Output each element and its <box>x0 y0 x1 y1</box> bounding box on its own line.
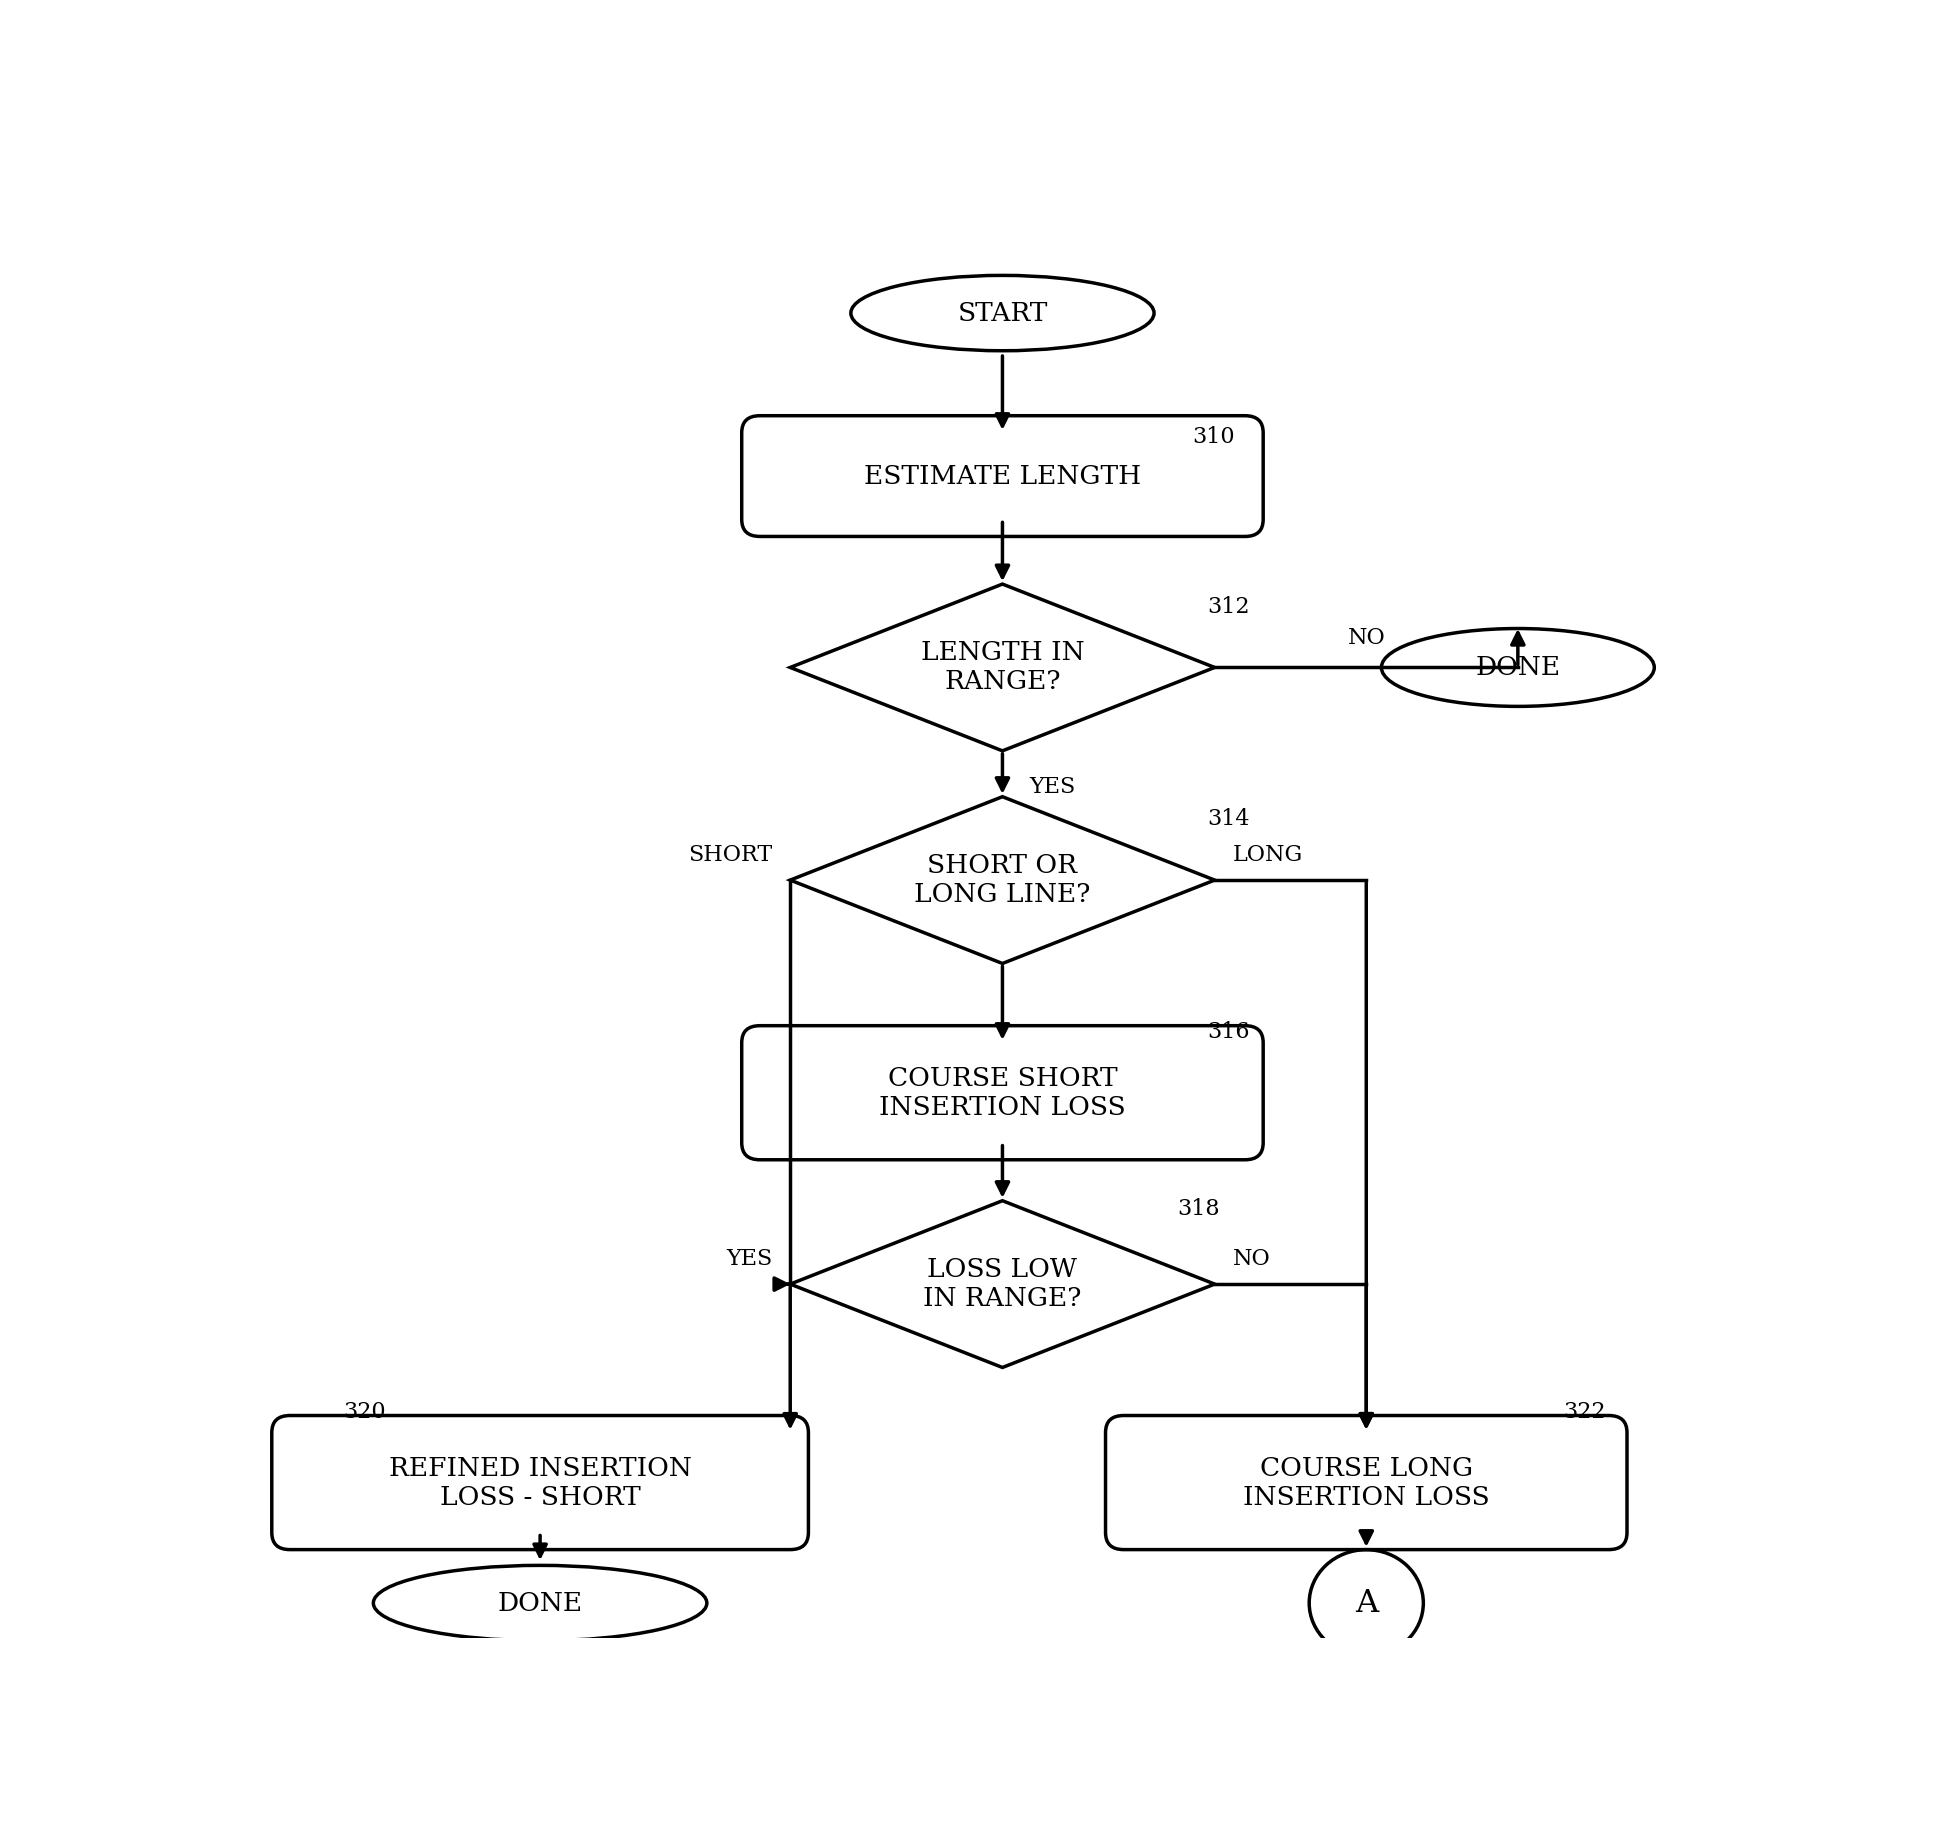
Text: 312: 312 <box>1206 596 1249 619</box>
Text: COURSE SHORT
INSERTION LOSS: COURSE SHORT INSERTION LOSS <box>878 1066 1126 1119</box>
Text: DONE: DONE <box>497 1591 583 1616</box>
Text: 318: 318 <box>1177 1198 1218 1221</box>
Text: A: A <box>1355 1587 1376 1618</box>
Text: START: START <box>956 300 1048 326</box>
Text: LENGTH IN
RANGE?: LENGTH IN RANGE? <box>921 641 1083 694</box>
Text: YES: YES <box>725 1248 772 1270</box>
Text: DONE: DONE <box>1474 655 1560 679</box>
Text: 310: 310 <box>1191 425 1234 447</box>
Text: NO: NO <box>1347 628 1384 650</box>
Text: REFINED INSERTION
LOSS - SHORT: REFINED INSERTION LOSS - SHORT <box>389 1456 692 1510</box>
Text: LOSS LOW
IN RANGE?: LOSS LOW IN RANGE? <box>923 1257 1081 1311</box>
Text: ESTIMATE LENGTH: ESTIMATE LENGTH <box>864 464 1140 488</box>
Text: SHORT OR
LONG LINE?: SHORT OR LONG LINE? <box>913 852 1091 908</box>
Text: COURSE LONG
INSERTION LOSS: COURSE LONG INSERTION LOSS <box>1241 1456 1490 1510</box>
Text: 314: 314 <box>1206 808 1249 830</box>
Text: SHORT: SHORT <box>688 843 772 865</box>
Text: YES: YES <box>1028 777 1075 799</box>
Text: LONG: LONG <box>1232 843 1302 865</box>
Text: NO: NO <box>1232 1248 1271 1270</box>
Text: 322: 322 <box>1562 1401 1605 1423</box>
Text: 316: 316 <box>1206 1022 1249 1044</box>
Text: 320: 320 <box>342 1401 385 1423</box>
